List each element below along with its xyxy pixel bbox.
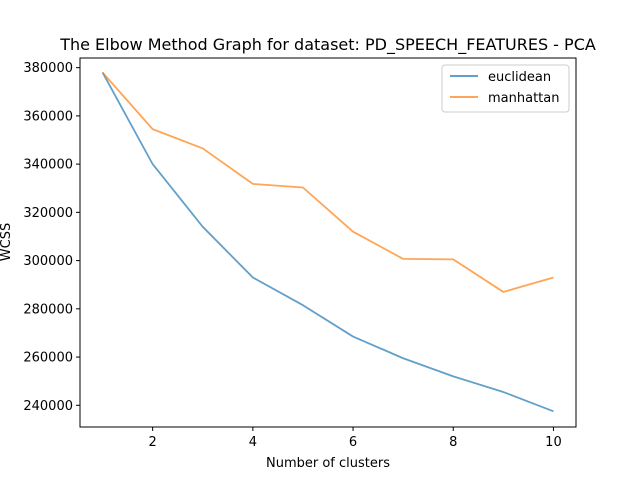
legend-label-euclidean: euclidean	[488, 70, 551, 85]
y-tick-label: 320000	[23, 206, 73, 221]
y-tick-label: 380000	[23, 61, 73, 76]
x-tick-label: 4	[249, 435, 257, 450]
series-line-manhattan	[101, 71, 554, 293]
legend-label-manhattan: manhattan	[488, 91, 559, 106]
x-axis-label: Number of clusters	[266, 456, 390, 471]
series-layer	[101, 71, 554, 413]
x-tick-label: 10	[545, 435, 562, 450]
y-tick-label: 240000	[23, 399, 73, 414]
x-tick-label: 6	[349, 435, 357, 450]
axes-frame	[79, 57, 577, 428]
chart-title: The Elbow Method Graph for dataset: PD_S…	[59, 35, 596, 55]
plot-area: 2 4 6 8 10 240000 260000 280000 300000 320000 340…	[23, 57, 577, 450]
series-line-euclidean	[101, 72, 554, 413]
y-tick-label: 300000	[23, 254, 73, 269]
x-tick-label: 8	[449, 435, 457, 450]
y-tick-label: 360000	[23, 109, 73, 124]
y-tick-label: 340000	[23, 158, 73, 173]
legend: euclidean manhattan	[441, 64, 570, 113]
x-axis-ticks: 2 4 6 8 10	[149, 427, 562, 450]
y-axis-label: WCSS	[0, 223, 14, 261]
x-tick-label: 2	[149, 435, 157, 450]
y-tick-label: 260000	[23, 351, 73, 366]
y-tick-label: 280000	[23, 302, 73, 317]
y-axis-ticks: 240000 260000 280000 300000 320000 340000 3600…	[23, 61, 80, 414]
